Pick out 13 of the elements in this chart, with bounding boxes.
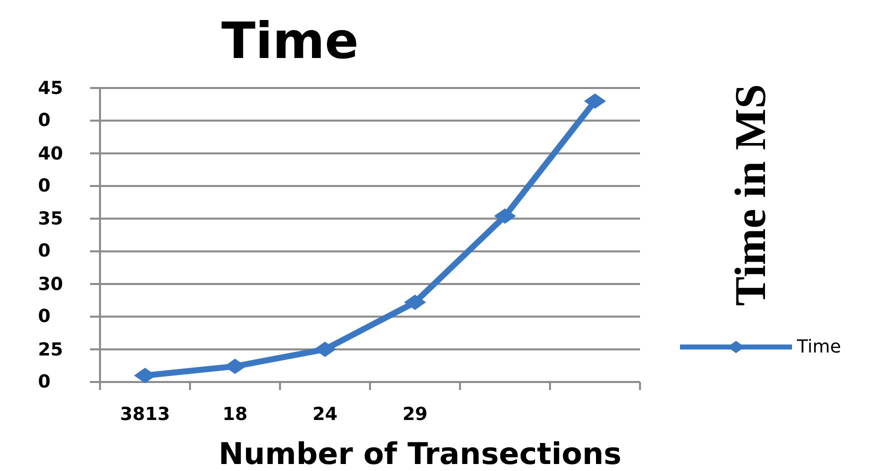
y-tick-label: 400 [38,142,64,196]
y2-axis-title: Time in MS [726,84,775,306]
chart-title: Time [221,12,359,70]
x-tick-label: 3813 [120,404,170,425]
x-tick-label: 24 [312,404,338,425]
y-tick-label: 350 [38,208,64,262]
y-tick-label: 250 [38,338,64,392]
y-tick-label: 450 [38,78,64,130]
x-axis-title: Number of Transections [218,437,622,471]
text: Time [796,336,842,358]
y-tick-label: 300 [38,274,64,326]
x-tick-label: 29 [402,404,428,425]
x-tick-label: 18 [222,404,248,425]
